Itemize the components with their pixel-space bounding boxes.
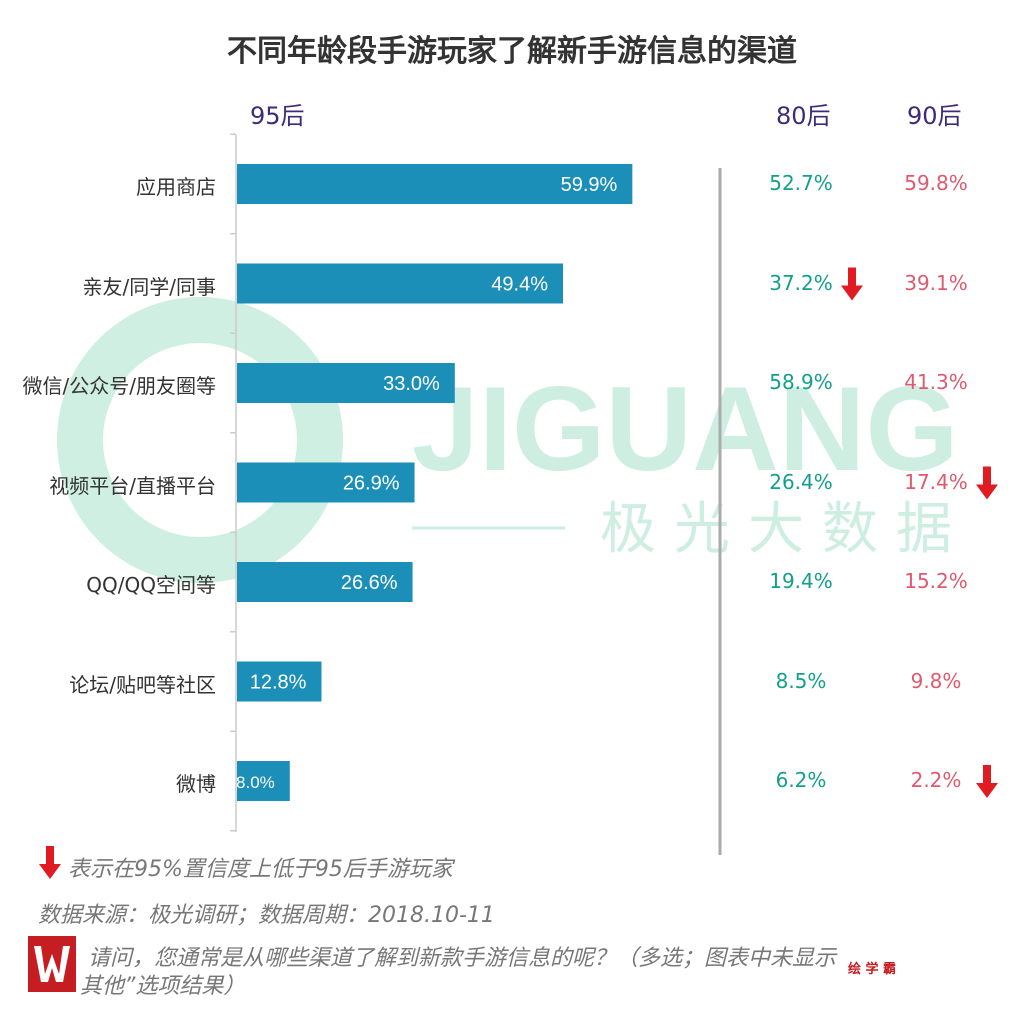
bar-95-3 (237, 462, 415, 503)
chart-title: 不同年龄段手游玩家了解新手游信息的渠道 (227, 34, 797, 69)
bar-label-95-3: 26.9% (343, 473, 400, 495)
watermark-brand: JIGUANG (412, 362, 959, 496)
value-90-6: 2.2% (910, 768, 962, 792)
header-80: 80后 (776, 102, 831, 130)
header-95: 95后 (250, 102, 305, 130)
bar-95-1 (237, 263, 564, 304)
watermark-brand-cn: 极光大数据 (600, 497, 970, 562)
down-arrow-icon (976, 466, 998, 500)
category-label-3: 视频平台/直播平台 (49, 473, 216, 498)
bar-label-95-1: 49.4% (491, 274, 548, 296)
category-label-6: 微博 (176, 772, 216, 796)
value-80-5: 8.5% (775, 668, 827, 693)
category-label-0: 应用商店 (136, 175, 216, 199)
arrow-legend-note: 表示在95%置信度上低于95后手游玩家 (68, 857, 453, 882)
value-80-1: 37.2% (769, 270, 833, 295)
header-90: 90后 (907, 102, 962, 130)
value-90-3: 17.4% (904, 469, 968, 494)
bar-group: 59.9% 49.4% 33.0% 26.9% 26.6% 12.8% 8.0% (236, 164, 633, 801)
category-label-2: 微信/公众号/朋友圈等 (22, 374, 216, 398)
value-80-0: 52.7% (769, 171, 833, 195)
corner-mark: 绘 学 霸 (848, 962, 897, 977)
value-80-3: 26.4% (769, 469, 833, 494)
legend-arrow-icon (39, 846, 61, 879)
bar-label-95-2: 33.0% (383, 373, 440, 395)
category-label-5: 论坛/贴吧等社区 (69, 672, 216, 697)
value-80-2: 58.9% (769, 370, 833, 394)
arrow-group (841, 267, 998, 798)
category-label-1: 亲友/同学/同事 (82, 274, 216, 299)
value-90-5: 9.8% (910, 668, 962, 693)
value-90-4: 15.2% (904, 569, 968, 593)
axis-ticks (230, 133, 236, 832)
bar-95-4 (237, 562, 413, 602)
source-note: 数据来源：极光调研；数据周期：2018.10-11 (38, 903, 495, 928)
category-label-4: QQ/QQ空间等 (86, 573, 216, 597)
bar-95-6 (237, 761, 290, 801)
bar-label-95-4: 26.6% (341, 572, 398, 594)
value-90-0: 59.8% (904, 171, 968, 195)
bar-95-0 (237, 164, 633, 204)
bar-95-5 (237, 661, 322, 702)
question-note-line1: 请问，您通常是从哪些渠道了解到新款手游信息的呢？（多选；图表中未显示 (88, 946, 837, 971)
bar-label-95-0: 59.9% (561, 174, 618, 196)
watermark: JIGUANG 极光大数据 (57, 297, 970, 583)
value-80-6: 6.2% (775, 768, 827, 792)
question-note-line2: 其他”选项结果） (80, 974, 246, 999)
logo-icon (28, 936, 76, 992)
bar-label-95-6: 8.0% (236, 773, 275, 792)
value-80-4: 19.4% (769, 569, 833, 593)
value-90-2: 41.3% (904, 370, 968, 394)
down-arrow-icon (976, 765, 998, 798)
down-arrow-icon (841, 267, 863, 301)
bar-95-2 (237, 363, 455, 403)
value-90-1: 39.1% (904, 270, 968, 295)
bar-label-95-5: 12.8% (250, 672, 307, 694)
